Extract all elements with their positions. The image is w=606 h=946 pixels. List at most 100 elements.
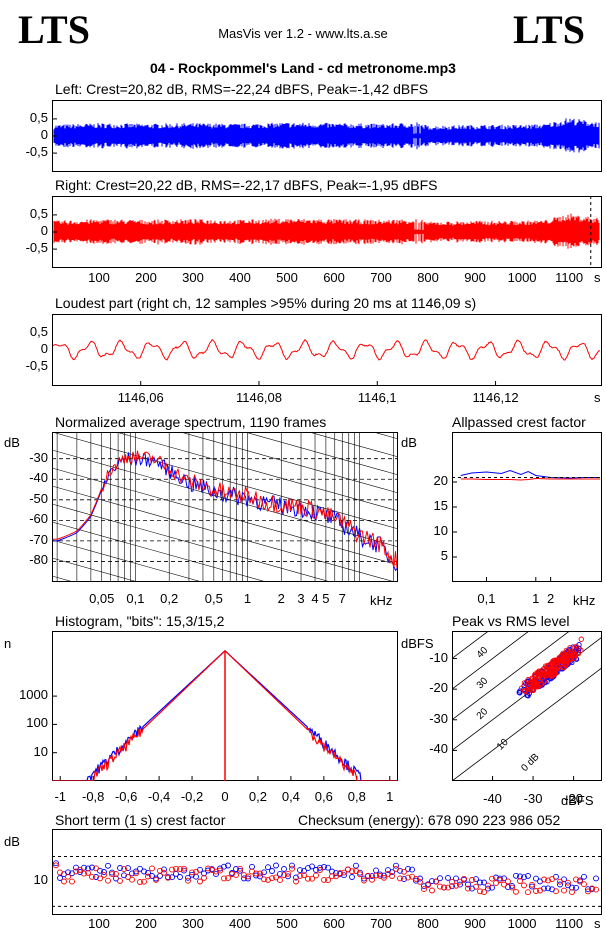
x-tick-label: -0,2	[180, 789, 204, 804]
x-tick-label: 600	[323, 270, 345, 285]
crest-point	[393, 862, 399, 869]
crest-factor-plot	[452, 432, 602, 582]
x-tick-label: 1000	[507, 916, 537, 931]
crest-point	[501, 881, 507, 888]
crest-point	[537, 887, 543, 894]
peak-rms-xlabel: dBFS	[561, 793, 594, 808]
slope-grid-line	[52, 485, 396, 582]
level-point	[560, 664, 566, 671]
y-tick-label: 0	[40, 127, 48, 142]
crest-point	[297, 867, 303, 874]
x-tick-label: -20	[564, 791, 583, 806]
x-tick-label: -1	[54, 789, 67, 804]
crest-point	[441, 884, 447, 891]
crest-point	[89, 864, 95, 871]
level-point	[518, 685, 525, 691]
y-tick-label: 0,5	[29, 323, 48, 339]
crest-point	[125, 865, 131, 872]
crest-factor-line	[460, 477, 600, 481]
x-tick-label: 0,6	[314, 789, 333, 804]
level-point	[565, 651, 572, 658]
crest-point	[457, 878, 463, 885]
slope-grid-line	[52, 467, 398, 566]
level-point	[516, 689, 522, 696]
slope-grid-line	[52, 539, 204, 582]
level-point	[560, 650, 566, 656]
x-tick-label: 5	[322, 591, 330, 606]
x-tick-label: 700	[370, 270, 392, 285]
crest-point	[401, 876, 407, 883]
y-tick-label: 0,5	[29, 109, 48, 125]
level-point	[531, 683, 538, 690]
level-point	[541, 678, 548, 684]
crest-point	[133, 870, 139, 877]
crest-point	[77, 866, 83, 873]
crest-point	[53, 860, 59, 867]
crest-point	[513, 888, 519, 895]
crest-point	[417, 878, 423, 885]
crest-point	[197, 878, 203, 885]
crest-point	[473, 883, 479, 890]
crest-point	[225, 875, 231, 882]
slope-grid-line	[115, 432, 398, 512]
x-tick-label: 2	[277, 591, 285, 606]
x-tick-label: 400	[229, 916, 251, 931]
x-tick-label: -30	[523, 791, 543, 806]
crest-point	[361, 877, 367, 884]
crest-point	[477, 879, 483, 886]
crest-point	[581, 881, 587, 888]
y-tick-label: -0,5	[25, 240, 48, 256]
y-tick-label: -30	[429, 710, 448, 726]
crest-point	[101, 869, 107, 875]
level-point	[558, 658, 564, 664]
plot-frame	[52, 432, 398, 582]
x-tick-label: 1	[386, 789, 394, 804]
crest-point	[229, 871, 235, 877]
crest-point	[277, 877, 283, 884]
crest-point	[405, 874, 411, 881]
level-point	[553, 666, 560, 672]
x-tick-label: 1100	[555, 916, 584, 931]
x-tick-label: 500	[276, 270, 298, 285]
crest-point	[509, 882, 515, 889]
peak-rms-ylabel: dBFS	[401, 636, 434, 651]
crest-point	[521, 874, 527, 881]
slope-grid-line	[52, 521, 268, 582]
crest-point	[485, 885, 491, 892]
crest-point	[89, 873, 95, 880]
crest-point	[453, 882, 459, 889]
crest-point	[221, 863, 227, 870]
crest-point	[141, 868, 147, 875]
crest-point	[289, 865, 295, 872]
crest-point	[93, 865, 99, 872]
crest-point	[277, 870, 283, 877]
crest-point	[117, 877, 123, 884]
plot-frame	[52, 829, 602, 915]
x-tick-label: 100	[88, 270, 110, 285]
slope-grid-line	[52, 557, 139, 582]
level-point	[546, 664, 552, 670]
crest-point	[557, 881, 563, 888]
crest-point	[437, 883, 443, 890]
level-point	[537, 682, 543, 688]
x-tick-label: 500	[276, 916, 298, 931]
level-point	[565, 658, 571, 664]
crest-point	[393, 865, 399, 872]
left-waveform-plot	[52, 100, 602, 172]
slope-grid-line	[179, 432, 398, 494]
x-tick-label: 1146,06	[117, 390, 164, 405]
level-point	[567, 657, 573, 663]
crest-point	[61, 878, 67, 885]
crest-point	[425, 882, 431, 888]
x-tick-label: 300	[182, 270, 204, 285]
x-tick-label: 600	[323, 916, 345, 931]
crest-point	[169, 874, 175, 881]
level-point	[559, 656, 565, 663]
crest-point	[161, 866, 167, 873]
level-point	[570, 644, 576, 650]
crest-point	[569, 884, 575, 891]
crest-point	[433, 878, 439, 885]
short-term-crest-title: Short term (1 s) crest factor	[55, 812, 226, 828]
crest-point	[325, 864, 331, 871]
y-tick-label: 0	[40, 341, 48, 356]
